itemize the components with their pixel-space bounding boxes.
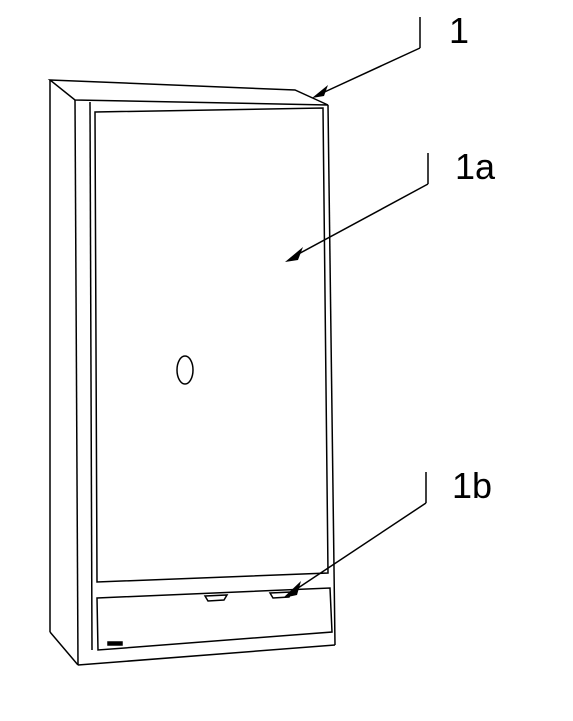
leader-1 (312, 17, 420, 98)
technical-drawing: 1 1a 1b (0, 0, 573, 716)
leader-1a-line (291, 184, 428, 258)
base-tab-1 (205, 595, 227, 601)
cabinet-diagram-svg (0, 0, 573, 716)
label-1a: 1a (455, 146, 495, 188)
door-handle (177, 356, 193, 384)
base-slot (108, 642, 122, 645)
cabinet-top-face (50, 80, 328, 105)
cabinet-bottom-left-edge (50, 632, 78, 665)
base-panel-outline (97, 588, 332, 650)
leader-1-line (318, 48, 420, 95)
cabinet-left-front-edge (75, 100, 78, 665)
cabinet-frame-left (90, 102, 92, 650)
cabinet-door (95, 108, 328, 582)
leader-1a-arrow (285, 247, 303, 262)
leader-1b-line (289, 503, 426, 594)
label-1b: 1b (452, 465, 492, 507)
leader-1b (283, 472, 426, 598)
leader-1-arrow (312, 85, 328, 98)
leader-1a (285, 153, 428, 262)
cabinet-base-panel (97, 588, 332, 650)
label-1: 1 (449, 10, 469, 52)
door-outline (95, 108, 328, 582)
